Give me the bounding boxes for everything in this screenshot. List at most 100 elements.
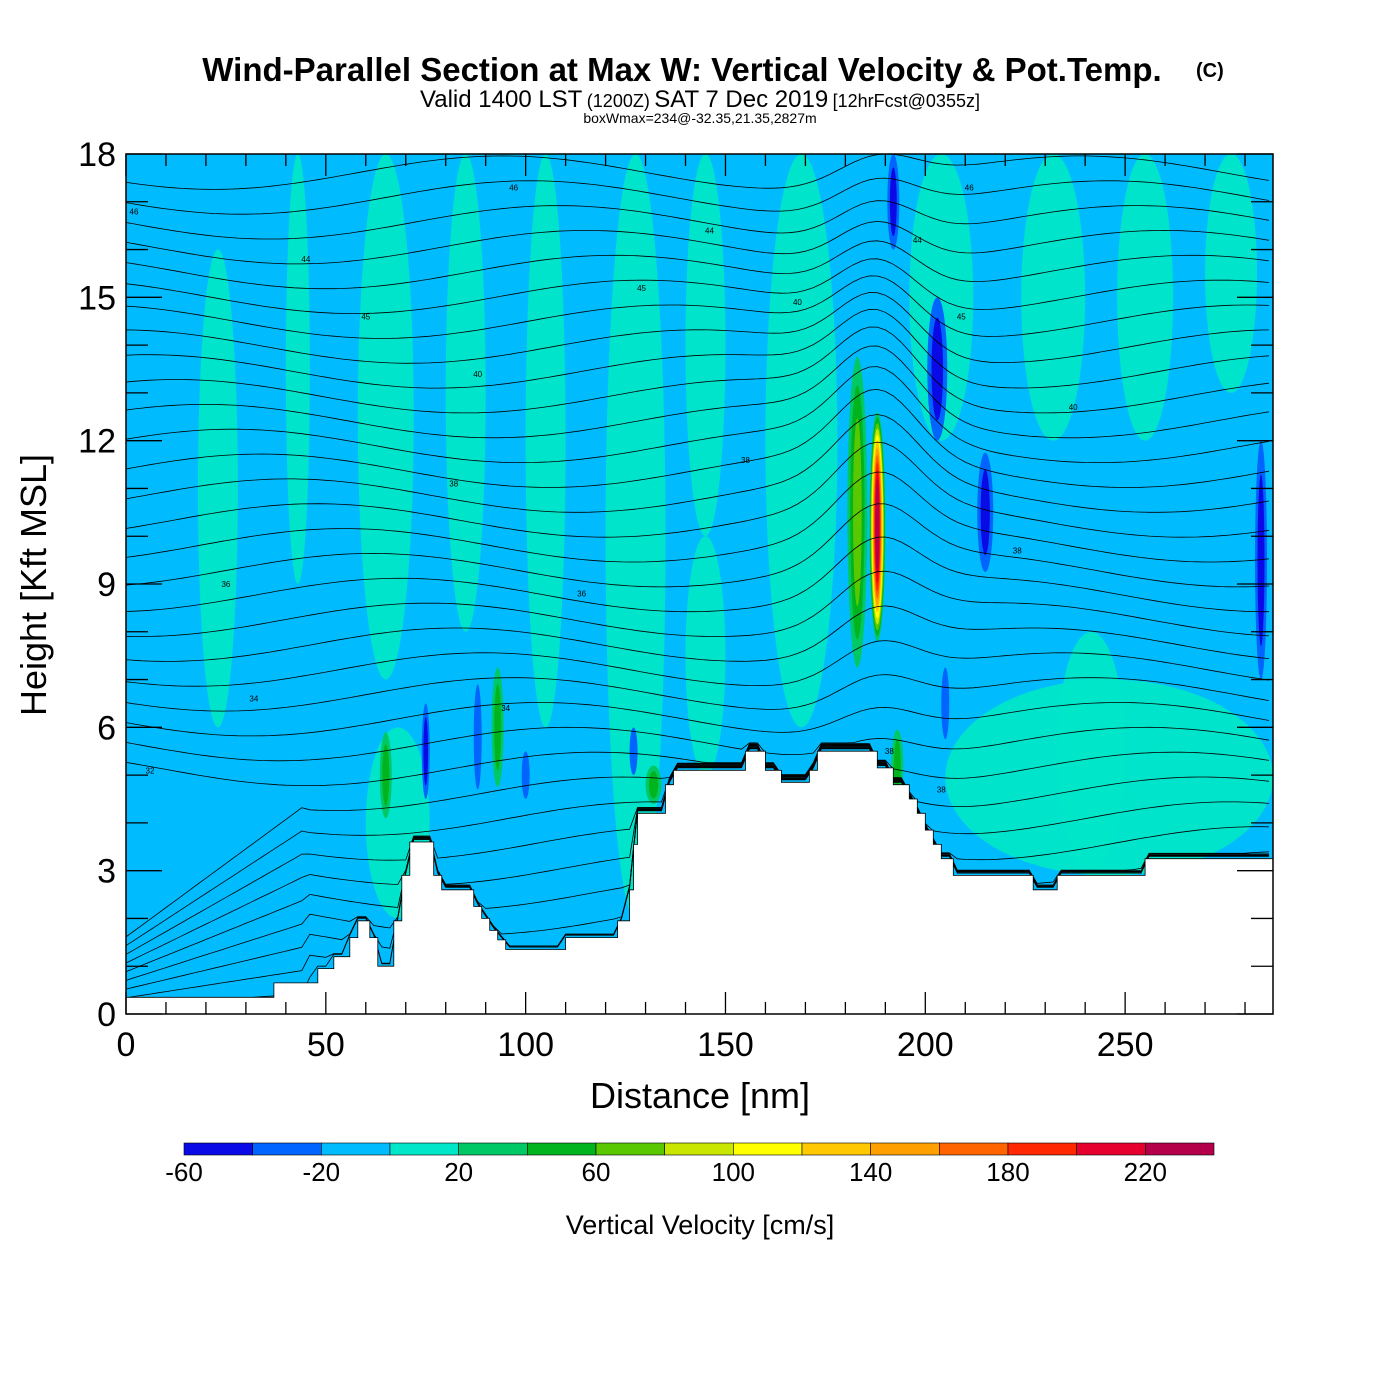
velocity-contour	[423, 716, 429, 786]
pt-contour	[126, 674, 1270, 712]
contour-label: 38	[449, 480, 458, 489]
pt-contour	[126, 326, 1270, 414]
velocity-contour	[875, 479, 880, 574]
pt-contour	[126, 640, 1270, 687]
pt-contour	[126, 292, 1270, 364]
velocity-band	[909, 154, 974, 441]
velocity-band	[1205, 154, 1258, 393]
x-tick-label: 200	[897, 1026, 954, 1064]
velocity-contour	[853, 418, 862, 607]
pt-contour	[126, 744, 1270, 955]
contour-label: 45	[361, 312, 370, 321]
velocity-features	[379, 154, 1268, 819]
pt-contour	[126, 744, 1270, 946]
velocity-band	[1021, 154, 1086, 441]
pt-contour	[126, 240, 1270, 290]
contour-label: 45	[637, 284, 646, 293]
velocity-band	[357, 154, 414, 680]
velocity-contour	[648, 770, 659, 799]
x-tick-label: 0	[117, 1026, 136, 1064]
colorbar-swatch	[389, 1142, 459, 1156]
pt-contour	[126, 177, 1270, 215]
contour-label: 46	[509, 183, 518, 192]
contour-label: 46	[130, 207, 139, 216]
contour-label: 44	[705, 226, 714, 235]
pt-contour	[126, 570, 1270, 637]
contour-label: 38	[937, 785, 946, 794]
chart-subtitle: Valid 1400 LST (1200Z) SAT 7 Dec 2019 [1…	[420, 86, 980, 113]
contour-label: 38	[1013, 547, 1022, 556]
colorbar-title: Vertical Velocity [cm/s]	[566, 1210, 835, 1240]
velocity-contour	[629, 727, 638, 776]
contour-label: 44	[913, 236, 922, 245]
velocity-band	[1057, 631, 1126, 871]
contour-label: 44	[301, 255, 310, 264]
colorbar-swatch	[939, 1142, 1009, 1156]
colorbar-tick-label: 20	[444, 1157, 473, 1187]
y-tick-labels: 0 3 6 9 12 15 18	[78, 136, 116, 1034]
subtitle-valid: Valid 1400 LST	[420, 86, 583, 113]
pt-contour	[126, 388, 1270, 488]
contour-label: 36	[221, 580, 230, 589]
velocity-contour	[494, 684, 502, 771]
pt-contour	[126, 200, 1270, 240]
colorbar-tick-label: 60	[582, 1157, 611, 1187]
pt-contour	[126, 221, 1270, 265]
pt-contour	[126, 702, 1270, 737]
colorbar-swatch	[1076, 1142, 1146, 1156]
pt-contour	[126, 154, 1270, 190]
contour-label: 40	[473, 370, 482, 379]
velocity-contour	[889, 167, 897, 237]
y-tick-label: 18	[78, 136, 116, 174]
colorbar-tick-label: 100	[712, 1157, 755, 1187]
plot-area: 46 46 46 44 44 44 45 45 45 40 40 40 38 38 38 36 36 34 34 32…	[126, 154, 1273, 1014]
potential-temperature-contours	[126, 154, 1270, 1007]
velocity-band	[685, 154, 726, 537]
chart-subtitle-box: boxWmax=234@-32.35,21.35,2827m	[583, 110, 816, 126]
velocity-band	[285, 154, 310, 584]
pt-contour	[126, 743, 1270, 786]
velocity-band	[445, 154, 486, 632]
y-tick-label: 12	[78, 423, 116, 461]
y-tick-label: 15	[78, 279, 116, 317]
pt-contour	[126, 471, 1270, 563]
contour-label: 36	[577, 590, 586, 599]
terrain-mask	[126, 750, 1273, 1014]
colorbar-swatch	[733, 1142, 803, 1156]
y-tick-label: 9	[97, 566, 116, 604]
contour-label: 46	[965, 183, 974, 192]
colorbar: -60 -20 20 60 100 140 180 220	[165, 1142, 1215, 1187]
contour-label: 40	[793, 298, 802, 307]
colorbar-tick-label: -60	[165, 1157, 203, 1187]
colorbar-tick-label: 220	[1124, 1157, 1167, 1187]
pt-contour	[126, 746, 1269, 981]
contour-label: 40	[1069, 403, 1078, 412]
velocity-streaks	[197, 154, 1273, 919]
pt-contour	[126, 414, 1270, 513]
colorbar-tick-label: 180	[986, 1157, 1029, 1187]
x-tick-label: 150	[697, 1026, 754, 1064]
colorbar-swatch	[870, 1142, 940, 1156]
velocity-contour	[893, 739, 901, 792]
contour-label: 38	[885, 747, 894, 756]
pt-contour	[126, 726, 1270, 762]
velocity-band	[685, 536, 726, 776]
pt-contour	[126, 746, 1269, 973]
velocity-band	[1117, 154, 1174, 441]
velocity-contour	[941, 667, 950, 740]
velocity-contour	[980, 469, 990, 556]
velocity-band	[525, 154, 566, 728]
pt-contour	[126, 275, 1270, 339]
x-tick-label: 50	[307, 1026, 345, 1064]
contour-label: 45	[957, 312, 966, 321]
colorbar-swatch	[527, 1142, 597, 1156]
x-tick-label: 250	[1097, 1026, 1154, 1064]
pt-contour	[126, 745, 1270, 964]
colorbar-tick-label: 140	[849, 1157, 892, 1187]
pt-contour	[126, 748, 1269, 1007]
pt-contour	[126, 366, 1270, 463]
pt-contour	[126, 308, 1270, 389]
velocity-contour	[1257, 474, 1265, 646]
